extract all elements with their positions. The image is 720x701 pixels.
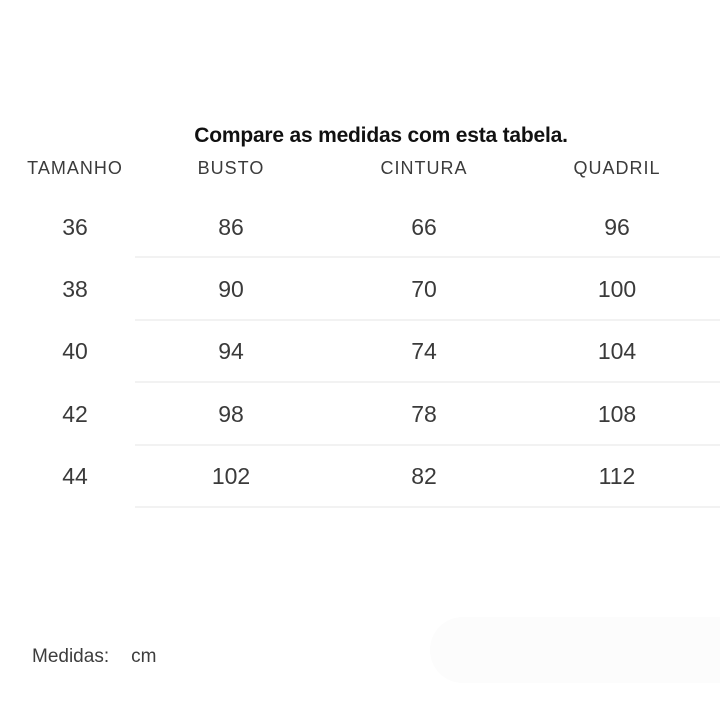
- waist-cell: 70: [411, 276, 437, 303]
- hip-cell: 112: [598, 463, 636, 490]
- bust-cell: 86: [218, 213, 244, 240]
- column-header-busto: BUSTO: [197, 158, 265, 178]
- waist-cell: 66: [411, 213, 437, 240]
- table-row: 36 86 66 96: [0, 196, 720, 259]
- size-cell: 40: [62, 338, 88, 365]
- table-row: 42 98 78 108: [0, 383, 720, 446]
- hip-cell: 108: [597, 400, 637, 427]
- bust-cell: 90: [218, 276, 244, 303]
- measurement-unit-label: Medidas:: [32, 646, 110, 667]
- hip-cell: 104: [597, 338, 637, 365]
- waist-cell: 78: [411, 400, 437, 427]
- size-cell: 38: [62, 276, 88, 303]
- faded-pill-shape: [430, 617, 720, 683]
- table-row: 40 94 74 104: [0, 321, 720, 384]
- column-header-tamanho: TAMANHO: [27, 158, 123, 178]
- size-table-body: 36 86 66 96 38 90 70 100 40 94 74 104 42…: [0, 196, 720, 509]
- bust-cell: 94: [218, 338, 244, 365]
- bust-cell: 102: [211, 463, 251, 490]
- table-header-row: TAMANHO BUSTO CINTURA QUADRIL: [0, 156, 698, 180]
- measurement-unit-note: Medidas: cm: [32, 646, 156, 668]
- size-cell: 36: [62, 213, 88, 240]
- table-row: 44 102 82 112: [0, 446, 720, 509]
- hip-cell: 96: [604, 213, 630, 240]
- size-cell: 42: [62, 400, 88, 427]
- waist-cell: 74: [411, 338, 437, 365]
- hip-cell: 100: [597, 276, 637, 303]
- page-title: Compare as medidas com esta tabela.: [194, 124, 568, 148]
- bust-cell: 98: [218, 400, 244, 427]
- table-row: 38 90 70 100: [0, 258, 720, 322]
- column-header-quadril: QUADRIL: [573, 158, 661, 178]
- waist-cell: 82: [411, 463, 437, 490]
- size-cell: 44: [62, 463, 88, 490]
- measurement-unit-value: cm: [131, 646, 157, 667]
- column-header-cintura: CINTURA: [380, 158, 468, 178]
